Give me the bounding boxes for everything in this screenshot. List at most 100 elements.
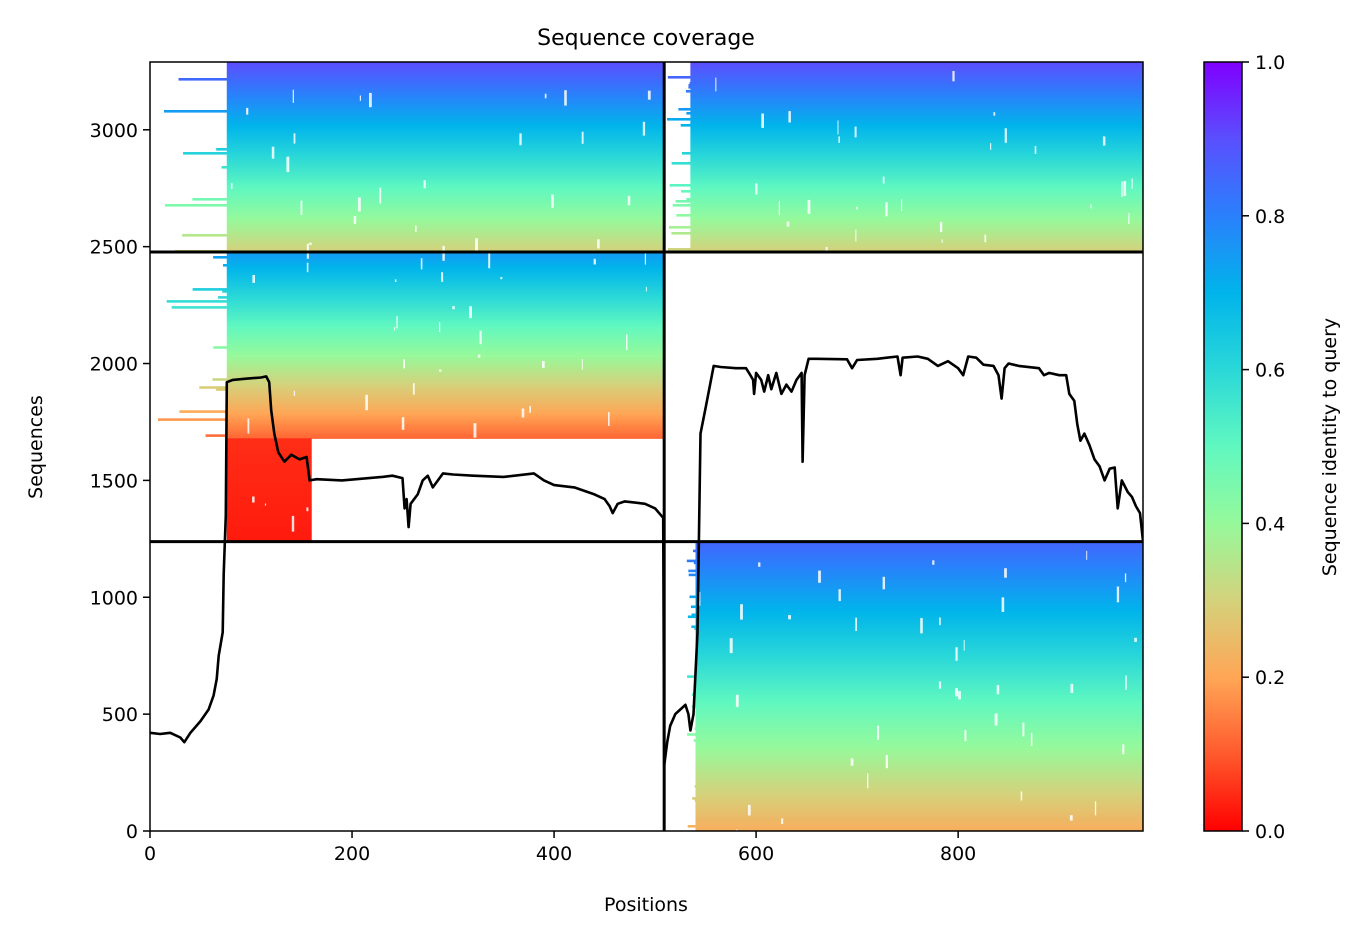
x-tick-label: 800 xyxy=(940,843,976,865)
gap-mark xyxy=(500,277,503,280)
coverage-row xyxy=(226,332,665,335)
coverage-row xyxy=(695,795,1143,798)
gap-mark xyxy=(823,502,826,515)
coverage-row xyxy=(695,819,1143,822)
coverage-row xyxy=(690,128,1143,131)
gap-mark xyxy=(150,267,153,273)
coverage-row xyxy=(226,368,665,371)
coverage-row xyxy=(695,757,1143,760)
gap-mark xyxy=(423,180,426,189)
gap-mark xyxy=(551,194,554,208)
gap-mark xyxy=(519,133,522,146)
gap-mark xyxy=(882,576,885,590)
coverage-row xyxy=(205,434,665,437)
coverage-row xyxy=(226,122,665,125)
coverage-row xyxy=(226,519,312,523)
coverage-row xyxy=(690,174,1143,177)
coverage-row xyxy=(695,807,1143,810)
coverage-row xyxy=(690,80,1143,83)
coverage-row xyxy=(695,743,1143,746)
coverage-row xyxy=(695,599,1143,603)
gap-mark xyxy=(1131,178,1133,189)
coverage-row xyxy=(695,543,1143,547)
coverage-row xyxy=(226,120,665,123)
coverage-row xyxy=(695,667,1143,670)
y-tick-label: 1500 xyxy=(90,470,138,492)
coverage-row xyxy=(226,362,665,365)
coverage-row xyxy=(695,803,1143,806)
gap-mark xyxy=(626,334,628,351)
gap-mark xyxy=(300,200,303,215)
gap-mark xyxy=(661,623,664,634)
gap-mark xyxy=(647,90,651,100)
coverage-row xyxy=(164,110,665,113)
coverage-row xyxy=(226,228,665,231)
coverage-row xyxy=(226,270,665,273)
coverage-row xyxy=(695,593,1143,597)
coverage-row xyxy=(695,639,1143,642)
coverage-row xyxy=(226,426,665,429)
coverage-row xyxy=(695,779,1143,782)
coverage-row xyxy=(690,70,1143,73)
coverage-row xyxy=(695,729,1143,732)
coverage-row xyxy=(226,244,665,247)
gap-mark xyxy=(1134,637,1137,642)
coverage-row xyxy=(226,260,665,263)
coverage-row xyxy=(226,480,312,483)
coverage-row xyxy=(226,240,665,243)
coverage-row xyxy=(226,444,312,447)
coverage-row xyxy=(226,322,665,325)
coverage-row xyxy=(667,248,1143,251)
gap-mark xyxy=(703,374,705,378)
coverage-row xyxy=(690,172,1143,175)
coverage-row xyxy=(695,751,1143,754)
coverage-row xyxy=(226,188,665,191)
gap-mark xyxy=(477,354,481,358)
gap-mark xyxy=(401,417,405,430)
y-tick-label: 500 xyxy=(102,704,138,726)
coverage-row xyxy=(671,162,1143,165)
gap-mark xyxy=(605,754,607,759)
gap-mark xyxy=(1086,415,1090,430)
coverage-row xyxy=(158,418,665,421)
coverage-row xyxy=(695,755,1143,758)
coverage-row xyxy=(179,410,665,413)
coverage-row xyxy=(690,244,1143,247)
coverage-row xyxy=(226,490,312,493)
gap-mark xyxy=(1120,320,1123,330)
coverage-row xyxy=(685,90,1143,93)
gap-mark xyxy=(1094,801,1097,816)
coverage-blocks xyxy=(158,62,1143,831)
y-tick-label: 0 xyxy=(126,821,138,843)
gap-mark xyxy=(247,418,250,434)
gap-mark xyxy=(286,156,290,173)
coverage-row xyxy=(226,64,665,67)
coverage-row xyxy=(226,102,665,105)
gap-mark xyxy=(439,369,442,372)
gap-mark xyxy=(355,544,357,558)
coverage-row xyxy=(669,184,1143,187)
coverage-row xyxy=(695,737,1143,740)
coverage-row xyxy=(690,150,1143,153)
gap-mark xyxy=(415,225,417,232)
gap-mark xyxy=(353,216,357,224)
coverage-row xyxy=(695,597,1143,601)
colorbar-tick-label: 0.0 xyxy=(1255,821,1285,843)
coverage-row xyxy=(667,76,1143,79)
coverage-row xyxy=(690,122,1143,125)
colorbar-tick-label: 0.4 xyxy=(1255,513,1285,535)
gap-mark xyxy=(973,350,975,356)
gap-mark xyxy=(939,221,943,233)
gap-mark xyxy=(670,342,672,355)
coverage-row xyxy=(690,132,1143,135)
gap-mark xyxy=(963,308,965,315)
gap-mark xyxy=(156,702,158,709)
coverage-row xyxy=(226,338,665,341)
gap-mark xyxy=(737,419,740,433)
gap-mark xyxy=(1128,213,1130,224)
gap-mark xyxy=(582,674,586,678)
coverage-row xyxy=(226,258,665,261)
coverage-row xyxy=(691,625,1143,628)
coverage-row xyxy=(226,202,665,205)
